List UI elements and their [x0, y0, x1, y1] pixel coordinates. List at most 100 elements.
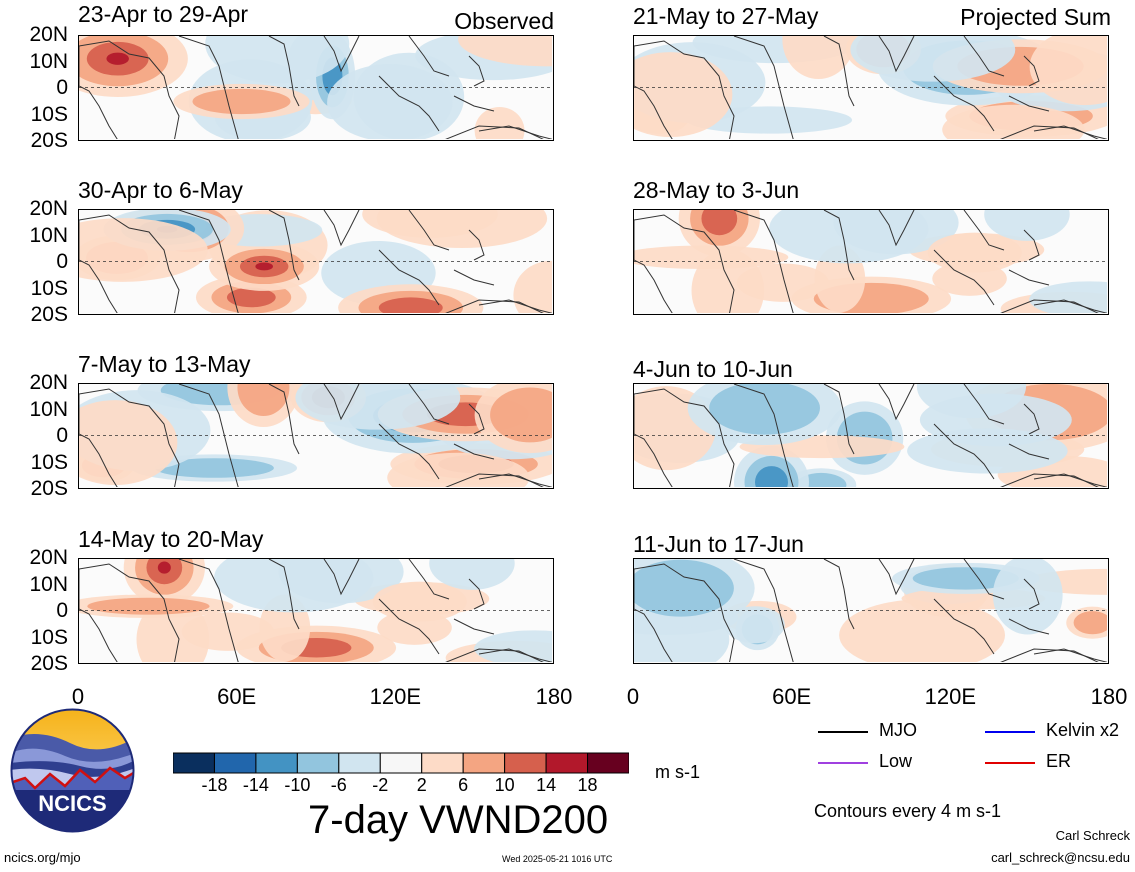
right-map-panel-1	[633, 35, 1109, 141]
legend-line-mjo	[818, 731, 868, 733]
colorbar-swatch	[421, 752, 464, 774]
positive-anomaly-blob	[942, 104, 1085, 139]
coastline	[963, 210, 1005, 251]
negative-anomaly-blob	[912, 567, 1019, 590]
positive-anomaly-blob	[782, 36, 855, 80]
right-map-panel-3	[633, 383, 1109, 489]
coastline	[378, 249, 440, 306]
left-map-panel-4	[78, 558, 554, 664]
coastline	[378, 75, 440, 132]
coastline	[634, 563, 735, 662]
projected-label: Projected Sum	[960, 4, 1111, 30]
coastline	[1023, 578, 1040, 610]
negative-anomaly-blob	[916, 384, 1027, 419]
colorbar-swatch	[504, 752, 547, 774]
left-lon-tick-label: 60E	[217, 684, 257, 709]
lat-tick-label: 10N	[29, 572, 68, 596]
lat-tick-label: 20S	[30, 652, 68, 675]
colorbar-swatch	[296, 752, 340, 774]
coastline	[79, 563, 180, 662]
left-panel-title-4: 14-May to 20-May	[78, 526, 264, 552]
positive-anomaly-blob	[634, 245, 789, 269]
legend-label: Kelvin x2	[1046, 720, 1120, 740]
colorbar	[172, 752, 630, 779]
coastline	[733, 210, 794, 313]
right-panel-title-1: 21-May to 27-May	[633, 3, 819, 29]
coastline	[963, 384, 1005, 425]
positive-anomaly-blob	[474, 106, 525, 139]
left-panel-title-1: 23-Apr to 29-Apr	[78, 1, 249, 27]
coastline	[453, 269, 495, 286]
positive-anomaly-blob	[1073, 611, 1107, 635]
colorbar-level-label: -10	[284, 775, 311, 795]
coastline	[445, 648, 544, 662]
coastline	[878, 384, 915, 421]
coastline	[79, 40, 180, 139]
positive-anomaly-blob	[255, 262, 273, 271]
coastline	[178, 559, 239, 662]
coastline	[733, 384, 794, 487]
positive-anomaly-blob	[237, 384, 290, 416]
coastline	[408, 210, 450, 251]
coastline	[1000, 648, 1099, 662]
negative-anomaly-blob	[724, 606, 785, 644]
coastline	[79, 388, 180, 487]
coastline	[933, 423, 995, 480]
coastline	[1023, 403, 1040, 435]
colorbar-level-label: 18	[577, 775, 598, 795]
negative-anomaly-blob	[984, 210, 1070, 241]
positive-anomaly-blob	[839, 599, 1005, 662]
coastline	[323, 36, 360, 73]
footer-timestamp: Wed 2025-05-21 1016 UTC	[502, 854, 613, 864]
coastline	[1008, 443, 1050, 460]
coastline	[178, 384, 239, 487]
positive-anomaly-blob	[513, 260, 552, 313]
coastline	[468, 403, 485, 435]
coastline	[933, 75, 995, 132]
left-lon-tick-label: 120E	[369, 684, 422, 709]
left-panel-title-2: 30-Apr to 6-May	[78, 177, 243, 203]
lat-tick-label: 0	[56, 76, 68, 99]
coastline	[408, 559, 450, 600]
colorbar-level-label: 10	[494, 775, 515, 795]
positive-anomaly-blob	[387, 452, 530, 487]
right-lon-tick-label: 60E	[772, 684, 812, 709]
contour-note: Contours every 4 m s-1	[814, 801, 1002, 821]
colorbar-swatch	[545, 752, 589, 774]
lat-tick-label: 10S	[30, 102, 68, 126]
coastline	[468, 55, 485, 87]
colorbar-level-label: -2	[372, 775, 389, 795]
negative-anomaly-blob	[769, 210, 929, 264]
colorbar-level-label: 14	[536, 775, 557, 795]
right-map-panel-4	[633, 558, 1109, 664]
lat-tick-label: 20S	[30, 477, 68, 500]
coastline	[1033, 125, 1107, 139]
right-lon-tick-label: 180	[1090, 684, 1128, 709]
coastline	[453, 95, 495, 112]
footer-author: Carl Schreck	[1055, 828, 1130, 843]
footer-url: ncics.org/mjo	[4, 850, 81, 865]
coastline	[378, 423, 440, 480]
coastline	[445, 125, 544, 139]
coastline	[634, 40, 735, 139]
colorbar-swatch	[338, 752, 381, 774]
left-map-panel-1	[78, 35, 554, 141]
coastline	[823, 384, 855, 455]
positive-anomaly-blob	[376, 210, 548, 248]
coastline	[178, 36, 239, 139]
colorbar-level-label: -14	[242, 775, 269, 795]
coastline	[733, 559, 794, 662]
negative-anomaly-blob	[709, 384, 820, 435]
coastline	[478, 473, 552, 487]
colorbar-level-label: -18	[201, 775, 228, 795]
coastline	[408, 36, 450, 77]
coastline	[1008, 618, 1050, 635]
colorbar-level-label: 6	[458, 775, 469, 795]
coastline	[468, 578, 485, 610]
coastline	[634, 388, 735, 487]
colorbar-swatch	[172, 752, 215, 774]
coastline	[268, 559, 300, 630]
coastline	[1008, 269, 1050, 286]
coastline	[878, 559, 915, 596]
coastline	[445, 299, 544, 313]
